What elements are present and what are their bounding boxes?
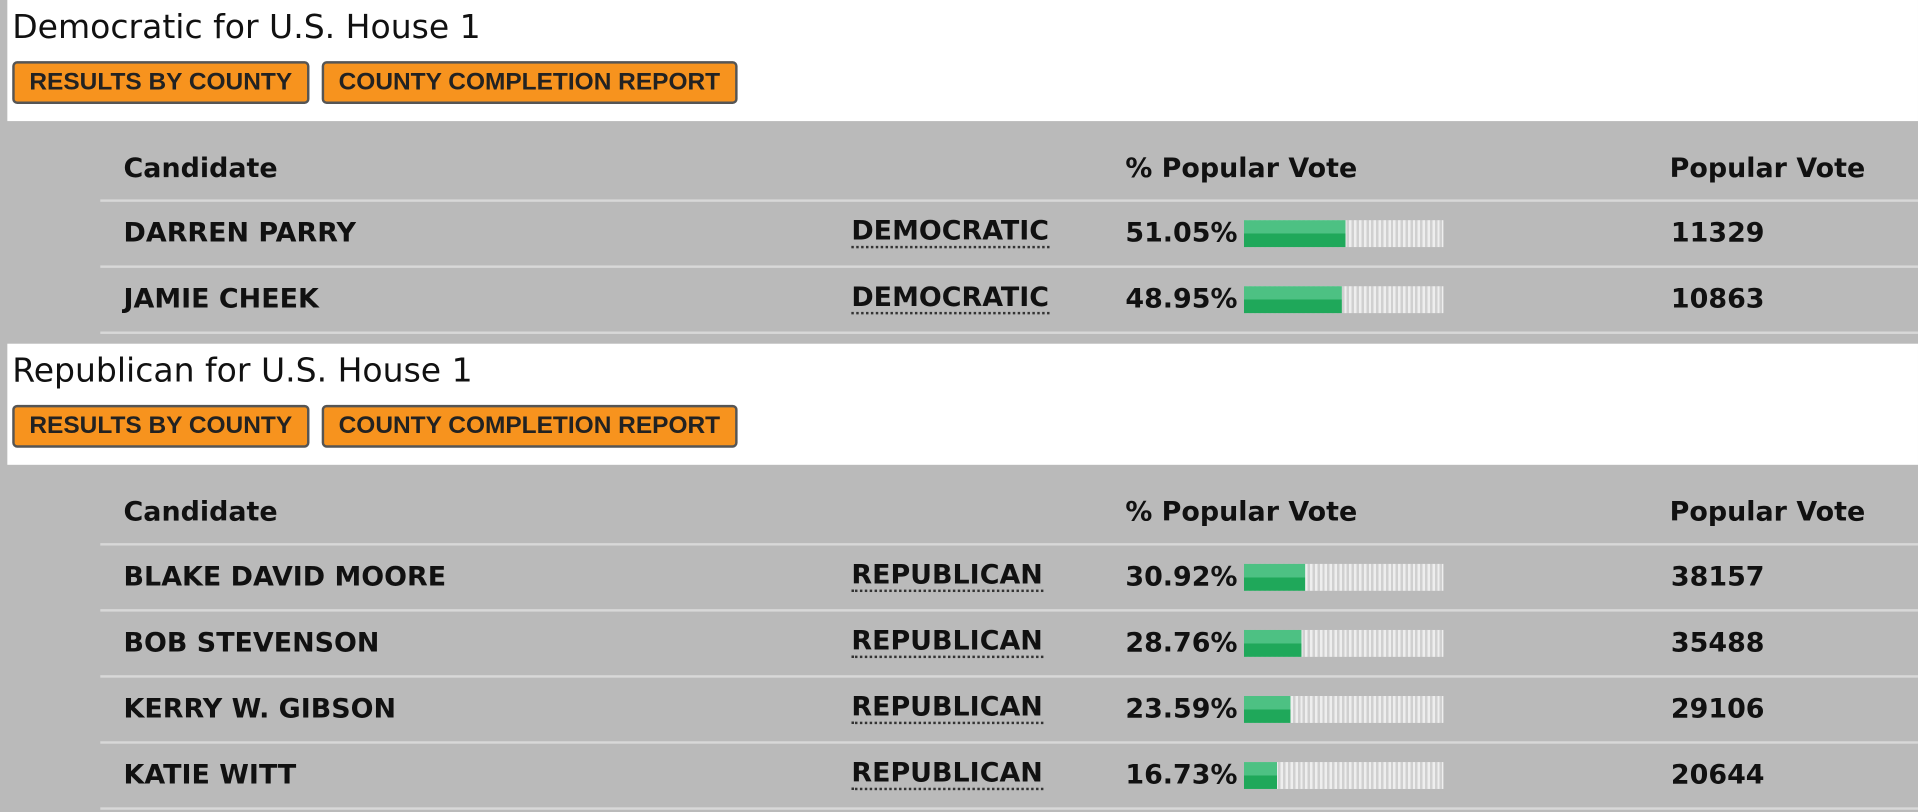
candidate-row: DARREN PARRY DEMOCRATIC 51.05% 11329 [100, 202, 1918, 268]
header-percent: % Popular Vote [1125, 497, 1358, 528]
header-candidate: Candidate [123, 153, 278, 185]
candidate-name: KATIE WITT [123, 760, 297, 791]
party: REPUBLICAN [851, 626, 1043, 659]
race-title: Republican for U.S. House 1 [12, 352, 473, 391]
percent-label: 51.05% [1125, 218, 1238, 249]
candidate-name: DARREN PARRY [123, 218, 356, 249]
bar-track [1243, 220, 1444, 248]
party: REPUBLICAN [851, 560, 1043, 593]
header-row: Candidate % Popular Vote Popular Vote [100, 482, 1918, 546]
race-header: Democratic for U.S. House 1 RESULTS BY CO… [7, 0, 1918, 122]
candidate-name: BLAKE DAVID MOORE [123, 562, 447, 593]
votes: 20644 [1670, 760, 1765, 791]
percent-label: 16.73% [1125, 760, 1238, 791]
percent-label: 23.59% [1125, 694, 1238, 725]
bar-fill [1243, 696, 1292, 723]
results-table: Candidate % Popular Vote Popular Vote BLAKE… [100, 465, 1918, 810]
bar-fill [1243, 762, 1278, 789]
votes: 10863 [1670, 284, 1765, 315]
candidate-name: KERRY W. GIBSON [123, 694, 397, 725]
candidate-row: KERRY W. GIBSON REPUBLICAN 23.59% 29106 [100, 678, 1918, 744]
percent-label: 28.76% [1125, 628, 1238, 659]
bar-fill [1243, 563, 1306, 591]
report-button[interactable]: RESULTS BY COUNTY [12, 404, 310, 448]
report-button[interactable]: COUNTY COMPLETION REPORT [321, 61, 738, 104]
votes: 29106 [1670, 694, 1765, 725]
percent-label: 30.92% [1125, 562, 1238, 593]
candidate-name: JAMIE CHEEK [123, 284, 319, 315]
votes: 11329 [1670, 218, 1765, 249]
party: DEMOCRATIC [851, 282, 1050, 315]
candidate-row: BLAKE DAVID MOORE REPUBLICAN 30.92% 38157 [100, 546, 1918, 612]
bar-fill [1243, 220, 1346, 248]
party: REPUBLICAN [851, 692, 1043, 725]
bar-track [1243, 286, 1444, 314]
report-button[interactable]: COUNTY COMPLETION REPORT [321, 404, 738, 448]
header-candidate: Candidate [123, 497, 278, 528]
bar-fill [1243, 286, 1342, 314]
bar-track [1243, 629, 1444, 657]
bar-track [1243, 762, 1444, 789]
party: REPUBLICAN [851, 758, 1043, 791]
race-title: Democratic for U.S. House 1 [12, 8, 481, 47]
party: DEMOCRATIC [851, 216, 1050, 249]
candidate-row: BOB STEVENSON REPUBLICAN 28.76% 35488 [100, 612, 1918, 678]
header-votes: Popular Vote [1669, 497, 1866, 528]
bar-track [1243, 563, 1444, 591]
candidate-row: JAMIE CHEEK DEMOCRATIC 48.95% 10863 [100, 268, 1918, 334]
button-bar: RESULTS BY COUNTY COUNTY COMPLETION REPOR… [12, 404, 1918, 448]
bar-track [1243, 696, 1444, 723]
results-table: Candidate % Popular Vote Popular Vote DARRE… [100, 121, 1918, 334]
votes: 38157 [1670, 562, 1765, 593]
header-votes: Popular Vote [1669, 153, 1866, 185]
percent-label: 48.95% [1125, 284, 1238, 315]
votes: 35488 [1670, 628, 1765, 659]
header-percent: % Popular Vote [1125, 153, 1358, 185]
candidate-name: BOB STEVENSON [123, 628, 380, 659]
button-bar: RESULTS BY COUNTY COUNTY COMPLETION REPOR… [12, 61, 1918, 104]
candidate-row: KATIE WITT REPUBLICAN 16.73% 20644 [100, 744, 1918, 810]
spacer [0, 334, 1918, 344]
race-header: Republican for U.S. House 1 RESULTS BY CO… [7, 343, 1918, 465]
report-button[interactable]: RESULTS BY COUNTY [12, 61, 310, 104]
header-row: Candidate % Popular Vote Popular Vote [100, 138, 1918, 202]
bar-fill [1243, 629, 1302, 657]
